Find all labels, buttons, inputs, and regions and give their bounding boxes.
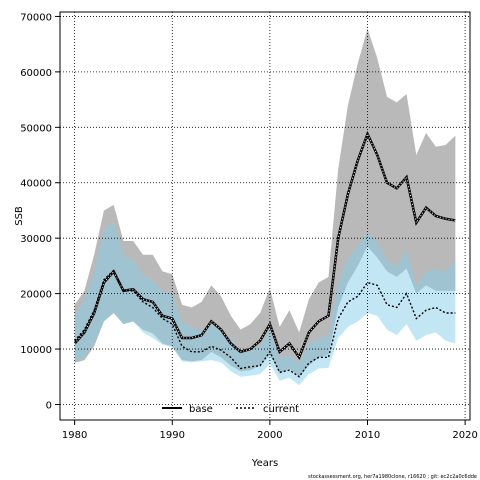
x-tick-label-4: 2020 — [452, 430, 477, 441]
confidence-bands — [74, 28, 456, 386]
band-current — [74, 221, 456, 386]
band-base — [74, 28, 456, 377]
x-tick-label-0: 1980 — [62, 430, 87, 441]
legend: base current — [162, 404, 299, 415]
y-axis: 0 10000 20000 30000 40000 50000 60000 70000 — [20, 12, 60, 411]
y-tick-label-7: 70000 — [20, 12, 52, 23]
legend-label-base: base — [189, 404, 213, 415]
footer-text: stockassessment.org, her7a1980clone, r16… — [308, 474, 477, 480]
y-tick-label-0: 0 — [46, 400, 52, 411]
series-lines — [73, 130, 456, 378]
y-tick-label-3: 30000 — [20, 234, 52, 245]
x-axis-title: Years — [251, 458, 278, 469]
y-tick-label-1: 10000 — [20, 345, 52, 356]
y-tick-label-5: 50000 — [20, 123, 52, 134]
y-tick-label-4: 40000 — [20, 179, 52, 190]
line-current — [74, 269, 456, 378]
y-tick-label-2: 20000 — [20, 290, 52, 301]
x-tick-label-2: 2000 — [257, 430, 282, 441]
plot-frame — [59, 11, 471, 421]
x-tick-label-1: 1990 — [160, 430, 185, 441]
x-axis: 1980 1990 2000 2010 2020 — [62, 420, 478, 441]
y-axis-title: SSB — [14, 206, 25, 226]
x-tick-label-3: 2010 — [355, 430, 380, 441]
line-base-dots — [74, 132, 456, 359]
y-tick-label-6: 60000 — [20, 68, 52, 79]
legend-label-current: current — [263, 404, 299, 415]
